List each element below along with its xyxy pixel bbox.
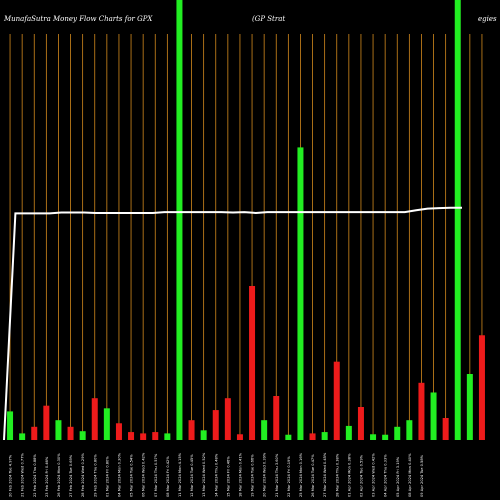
x-tick-label: 20 Mar 2024 Wed 0.39% — [263, 452, 267, 497]
bar-23 — [285, 434, 292, 440]
bar-39 — [478, 335, 485, 440]
x-tick-label: 28 Mar 2024 Thu 0.38% — [335, 453, 339, 497]
x-tick-label: 05 Mar 2024 Tue 0.54% — [130, 454, 134, 497]
bar-31 — [382, 434, 389, 440]
bar-32 — [394, 426, 401, 440]
x-tick-label: 09 Apr 2024 Tue 0.58% — [420, 454, 424, 497]
x-tick-label: 12 Mar 2024 Tue 0.45% — [190, 454, 194, 497]
bar-10 — [128, 432, 135, 440]
x-tick-label: 26 Mar 2024 Tue 0.47% — [311, 454, 315, 497]
x-tick-label: 14 Mar 2024 Thu 0.48% — [214, 453, 218, 497]
bar-25 — [309, 433, 316, 440]
x-tick-label: 22 Feb 2024 Thu 0.88% — [33, 454, 37, 497]
x-tick-label: 11 Mar 2024 Mon 4.15% — [178, 452, 182, 497]
bar-36 — [442, 418, 449, 440]
x-tick-label: 22 Mar 2024 Fri 0.19% — [287, 456, 291, 497]
bar-20 — [249, 286, 256, 440]
bar-13 — [164, 433, 171, 440]
bar-2 — [31, 426, 38, 440]
x-tick-label: 27 Mar 2024 Wed 0.45% — [323, 452, 327, 497]
bar-35 — [430, 392, 437, 440]
bar-34 — [418, 382, 425, 440]
bar-37 — [454, 0, 461, 440]
x-tick-label: 07 Mar 2024 Thu 0.57% — [154, 453, 158, 497]
x-tick-label: 26 Feb 2024 Mon 0.30% — [57, 453, 61, 497]
bar-0 — [7, 411, 14, 440]
bar-26 — [321, 432, 328, 440]
x-tick-label: 13 Mar 2024 Wed 0.52% — [202, 452, 206, 497]
bar-7 — [91, 398, 98, 440]
x-tick-label: 27 Feb 2024 Tue 0.69% — [69, 454, 73, 497]
chart-title-company: (GP Strat — [252, 15, 285, 23]
bar-6 — [79, 431, 86, 440]
bar-16 — [200, 430, 207, 440]
bar-18 — [224, 398, 231, 440]
x-tick-label: 19 Mar 2024 Tue 0.66% — [251, 454, 255, 497]
bar-17 — [212, 410, 219, 440]
bar-28 — [345, 425, 352, 440]
x-tick-label: 01 Mar 2024 Fri 0.80% — [105, 456, 109, 497]
bar-12 — [152, 432, 159, 440]
bar-33 — [406, 420, 413, 440]
series-line — [3, 206, 462, 441]
x-tick-labels: 20 Feb 2024 Tue 4.97% 21 Feb 2024 Wed 0.7… — [9, 452, 424, 497]
bars — [7, 0, 485, 440]
bar-8 — [103, 408, 110, 440]
x-tick-label: 08 Apr 2024 Mon 0.40% — [408, 453, 412, 497]
bar-9 — [115, 423, 122, 440]
chart-title-tail: egies — [478, 15, 497, 23]
bar-29 — [357, 407, 364, 440]
bar-30 — [370, 434, 377, 440]
bar-27 — [333, 361, 340, 440]
x-tick-label: 08 Mar 2024 Fri 0.42% — [166, 456, 170, 497]
x-tick-label: 23 Feb 2024 Fri 0.46% — [45, 456, 49, 497]
x-tick-label: 21 Feb 2024 Wed 0.77% — [21, 453, 25, 497]
x-tick-label: 28 Feb 2024 Wed 0.29% — [81, 453, 85, 497]
bar-5 — [67, 426, 74, 440]
x-tick-label: 04 Apr 2024 Thu 0.33% — [384, 454, 388, 497]
bar-3 — [43, 405, 50, 440]
bar-24 — [297, 147, 304, 440]
bar-22 — [273, 396, 280, 440]
bar-4 — [55, 420, 62, 440]
x-tick-label: 20 Feb 2024 Tue 4.97% — [9, 454, 13, 497]
x-tick-label: 01 Apr 2024 Mon 0.38% — [347, 453, 351, 497]
x-tick-label: 06 Mar 2024 Wed 0.42% — [142, 452, 146, 497]
x-tick-label: 04 Mar 2024 Mon 0.30% — [117, 452, 121, 497]
x-tick-label: 05 Apr 2024 Fri 3.19% — [396, 456, 400, 497]
bar-21 — [261, 420, 268, 440]
x-tick-label: 18 Mar 2024 Mon 0.41% — [238, 452, 242, 497]
bar-15 — [188, 420, 195, 440]
bar-19 — [236, 434, 243, 440]
bar-38 — [466, 374, 473, 440]
x-tick-label: 25 Mar 2024 Mon 0.16% — [299, 452, 303, 497]
bar-1 — [19, 433, 26, 440]
bar-14 — [176, 0, 183, 440]
x-tick-label: 21 Mar 2024 Thu 3.60% — [275, 453, 279, 497]
x-tick-label: 15 Mar 2024 Fri 0.46% — [226, 456, 230, 497]
x-tick-label: 02 Apr 2024 Tue 0.59% — [359, 454, 363, 497]
chart-title: MunafaSutra Money Flow Charts for GPX — [3, 15, 153, 23]
bar-11 — [140, 433, 147, 440]
gridlines — [9, 34, 483, 440]
x-tick-label: 03 Apr 2024 Wed 0.42% — [372, 453, 376, 497]
x-tick-label: 29 Feb 2024 Thu 0.80% — [93, 454, 97, 497]
